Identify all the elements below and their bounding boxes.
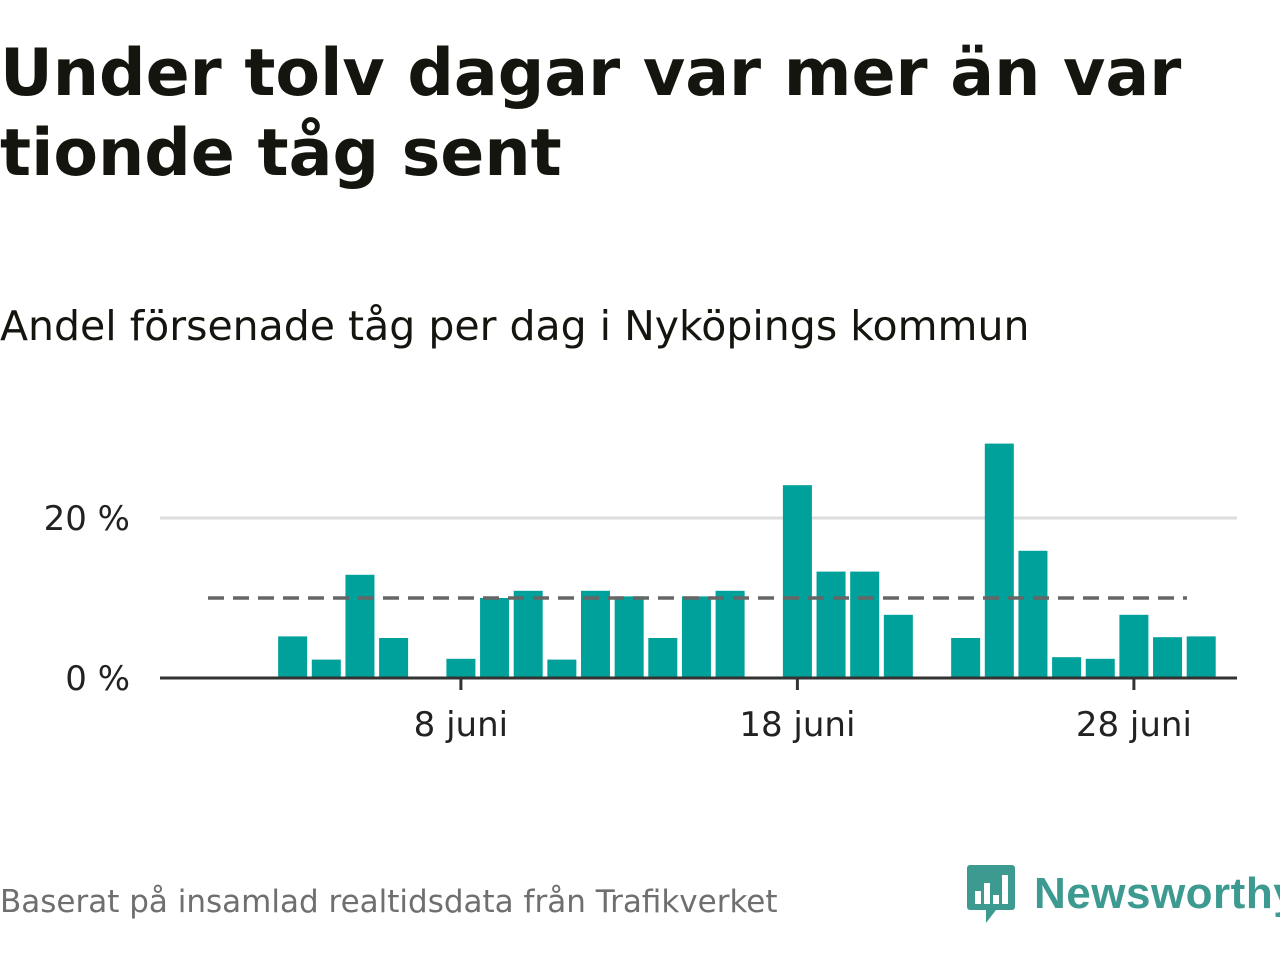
bar — [581, 590, 610, 678]
y-tick-label: 0 % — [65, 659, 130, 699]
bar — [816, 571, 846, 678]
bar — [681, 596, 711, 678]
axis-layer: 0 % 20 % 8 juni 18 juni 28 juni — [44, 499, 1237, 745]
bar — [311, 659, 341, 678]
bars-layer — [278, 443, 1216, 678]
brand-name: Newsworthy — [1034, 869, 1280, 918]
bar-chart: 0 % 20 % 8 juni 18 juni 28 juni — [44, 443, 1237, 745]
brand-logo: Newsworthy — [966, 862, 1280, 926]
bar — [850, 571, 880, 678]
chart-subtitle: Andel försenade tåg per dag i Nyköpings … — [0, 302, 1030, 350]
bar — [1153, 637, 1183, 678]
bar — [1186, 636, 1216, 678]
bar — [614, 596, 644, 678]
bar — [984, 443, 1014, 678]
bar — [345, 574, 375, 678]
bar — [513, 590, 543, 678]
source-note: Baserat på insamlad realtidsdata från Tr… — [0, 884, 778, 920]
bar — [278, 636, 308, 678]
bar — [883, 614, 913, 678]
bar — [648, 638, 678, 678]
bar — [1085, 658, 1115, 678]
bar — [782, 485, 812, 678]
bar — [715, 590, 745, 678]
bar — [1018, 550, 1048, 678]
newsworthy-logo-icon — [967, 865, 1015, 923]
x-tick-label: 18 juni — [739, 705, 855, 745]
bar — [379, 638, 409, 678]
bar — [1119, 614, 1149, 678]
x-tick-label: 28 juni — [1076, 705, 1192, 745]
y-tick-label: 20 % — [44, 499, 130, 539]
bar — [480, 598, 510, 678]
bar — [1052, 657, 1082, 678]
bar — [547, 659, 577, 678]
bar — [446, 658, 476, 678]
x-tick-label: 8 juni — [414, 705, 508, 745]
bar — [951, 638, 981, 678]
chart-title: Under tolv dagar var mer än var tionde t… — [0, 36, 1182, 191]
